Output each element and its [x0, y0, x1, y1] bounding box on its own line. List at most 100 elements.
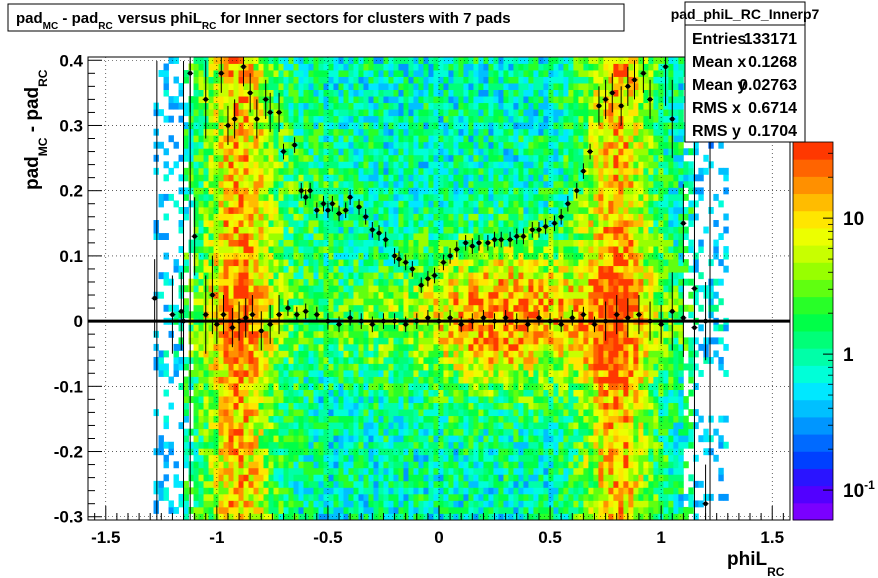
heatmap-cell [503, 356, 509, 364]
heatmap-cell [368, 115, 374, 123]
heatmap-cell [283, 135, 289, 143]
heatmap-cell [508, 467, 514, 475]
heatmap-cell [328, 265, 334, 273]
heatmap-cell [178, 265, 184, 273]
heatmap-cell [338, 96, 344, 104]
heatmap-cell [318, 233, 324, 240]
heatmap-cell [213, 272, 219, 280]
heatmap-cell [428, 402, 434, 410]
heatmap-cell [523, 324, 529, 332]
heatmap-cell [263, 200, 269, 208]
heatmap-cell [428, 226, 434, 234]
heatmap-cell [513, 467, 519, 475]
heatmap-cell [438, 161, 444, 169]
heatmap-cell [228, 200, 234, 208]
heatmap-cell [318, 350, 324, 358]
heatmap-cell [368, 311, 374, 319]
heatmap-cell [213, 259, 219, 267]
heatmap-cell [523, 259, 529, 267]
heatmap-cell [273, 343, 279, 351]
heatmap-cell [233, 128, 239, 136]
heatmap-cell [393, 206, 399, 214]
heatmap-cell [218, 226, 224, 234]
heatmap-cell [278, 356, 284, 364]
heatmap-cell [438, 148, 444, 156]
heatmap-cell [283, 226, 289, 234]
heatmap-cell [378, 70, 384, 77]
heatmap-cell [428, 343, 434, 351]
heatmap-cell [258, 461, 264, 469]
heatmap-cell [408, 96, 414, 104]
heatmap-cell [388, 513, 394, 521]
heatmap-cell [273, 102, 279, 110]
heatmap-cell [328, 487, 334, 495]
heatmap-cell [158, 493, 164, 501]
heatmap-cell [423, 174, 429, 182]
heatmap-cell [318, 441, 324, 449]
heatmap-cell [273, 76, 279, 84]
heatmap-cell [253, 389, 259, 397]
heatmap-cell [308, 330, 314, 338]
heatmap-cell [478, 265, 484, 273]
heatmap-cell [368, 285, 374, 293]
heatmap-cell [488, 291, 494, 299]
heatmap-cell [488, 441, 494, 449]
heatmap-cell [328, 467, 334, 475]
heatmap-cell [418, 298, 424, 306]
heatmap-cell [393, 298, 399, 306]
heatmap-cell [333, 141, 339, 149]
heatmap-cell [223, 474, 229, 482]
heatmap-cell [428, 500, 434, 508]
heatmap-cell [448, 298, 454, 306]
heatmap-cell [193, 285, 199, 293]
heatmap-cell [213, 128, 219, 136]
heatmap-cell [418, 102, 424, 110]
heatmap-cell [218, 389, 224, 397]
heatmap-cell [163, 422, 169, 430]
heatmap-cell [348, 154, 354, 162]
heatmap-cell [323, 148, 329, 156]
heatmap-cell [443, 122, 449, 130]
heatmap-cell [323, 135, 329, 143]
heatmap-cell [193, 265, 199, 273]
heatmap-cell [328, 226, 334, 234]
heatmap-cell [173, 370, 179, 377]
heatmap-cell [233, 506, 239, 514]
heatmap-cell [298, 161, 304, 169]
heatmap-cell [433, 285, 439, 293]
heatmap-cell [448, 96, 454, 104]
heatmap-cell [243, 441, 249, 449]
heatmap-cell [428, 63, 434, 71]
heatmap-cell [218, 161, 224, 169]
heatmap-cell [503, 435, 509, 443]
heatmap-cell [518, 324, 524, 332]
heatmap-cell [333, 428, 339, 436]
heatmap-cell [313, 415, 319, 423]
heatmap-cell [453, 180, 459, 188]
heatmap-cell [483, 154, 489, 162]
heatmap-cell [408, 324, 414, 332]
heatmap-cell [468, 83, 474, 90]
heatmap-cell [413, 370, 419, 377]
heatmap-cell [418, 246, 424, 254]
heatmap-cell [213, 265, 219, 273]
heatmap-cell [418, 330, 424, 338]
heatmap-cell [183, 285, 189, 293]
heatmap-cell [418, 467, 424, 475]
heatmap-cell [323, 220, 329, 227]
heatmap-cell [318, 480, 324, 488]
heatmap-cell [303, 370, 309, 377]
heatmap-cell [378, 454, 384, 462]
heatmap-cell [368, 422, 374, 430]
heatmap-cell [208, 252, 214, 260]
heatmap-cell [258, 474, 264, 482]
heatmap-cell [483, 187, 489, 195]
heatmap-cell [398, 448, 404, 456]
heatmap-cell [368, 448, 374, 456]
heatmap-cell [158, 480, 164, 488]
heatmap-cell [183, 148, 189, 156]
heatmap-cell [518, 389, 524, 397]
heatmap-cell [388, 135, 394, 143]
heatmap-cell [388, 57, 394, 64]
heatmap-cell [283, 285, 289, 293]
